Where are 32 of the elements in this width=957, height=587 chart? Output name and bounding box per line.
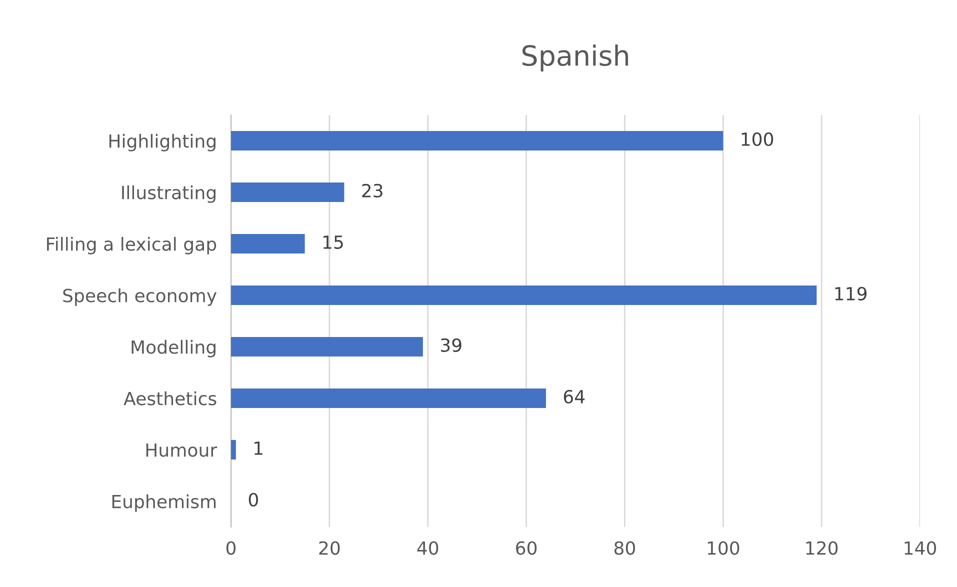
data-label: 64	[564, 390, 585, 404]
bar	[231, 440, 236, 460]
y-tick-label: Illustrating	[122, 185, 216, 203]
x-tick-label: 100	[708, 541, 740, 555]
bar	[231, 285, 817, 306]
chart-title: Spanish	[522, 44, 628, 72]
data-label: 23	[362, 184, 382, 198]
bar	[231, 388, 546, 408]
data-label: 1	[254, 442, 262, 455]
data-label: 100	[742, 132, 774, 146]
x-tick-label: 80	[614, 541, 636, 555]
y-tick-label: Highlighting	[109, 134, 216, 152]
y-tick-label: Filling a lexical gap	[47, 236, 216, 254]
y-tick-label: Euphemism	[112, 494, 216, 512]
data-label: 119	[835, 286, 867, 300]
data-label: 0	[248, 492, 258, 506]
y-tick-label: Speech economy	[63, 288, 217, 306]
bar	[231, 130, 724, 151]
data-label: 39	[440, 338, 462, 352]
x-tick-label: 20	[319, 541, 340, 555]
y-tick-label: Humour	[146, 443, 218, 457]
x-tick-label: 140	[904, 541, 936, 555]
y-tick-label: Aesthetics	[124, 391, 216, 406]
x-tick-label: 60	[516, 541, 537, 555]
bar	[231, 182, 344, 202]
x-tick-label: 40	[417, 541, 438, 555]
x-tick-label: 0	[226, 541, 236, 555]
y-tick-label: Modelling	[132, 340, 216, 358]
bar	[231, 234, 305, 254]
x-tick-label: 120	[806, 541, 838, 555]
bar	[231, 336, 423, 357]
data-label: 15	[323, 236, 343, 249]
